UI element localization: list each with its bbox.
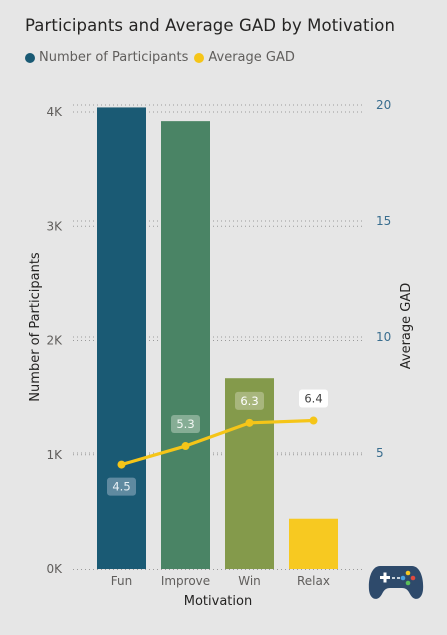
bar-win — [225, 378, 274, 569]
x-tick-label-relax: Relax — [297, 574, 330, 588]
data-label-fun: 4.5 — [112, 480, 130, 494]
y-tick-label-4K: 4K — [46, 105, 63, 119]
data-label-box-improve — [171, 415, 200, 434]
bar-relax — [289, 518, 338, 569]
bar-improve — [161, 121, 210, 569]
legend-label-gad: Average GAD — [208, 50, 295, 65]
point-gad-improve — [181, 442, 190, 451]
y2-tick-label-10: 10 — [376, 330, 391, 344]
y-axis-title: Number of Participants — [28, 252, 43, 402]
point-gad-win — [245, 418, 254, 427]
data-label-relax: 6.4 — [304, 392, 322, 406]
legend-item-gad[interactable]: Average GAD — [194, 50, 295, 65]
gamepad-icon — [368, 566, 424, 599]
legend-item-participants[interactable]: Number of Participants — [25, 50, 188, 65]
x-tick-label-win: Win — [238, 574, 261, 588]
y2-tick-label-15: 15 — [376, 214, 391, 228]
data-label-win: 6.3 — [240, 394, 258, 408]
y-tick-label-1K: 1K — [46, 448, 63, 462]
bar-fun — [97, 107, 146, 570]
x-tick-label-fun: Fun — [111, 574, 132, 588]
point-gad-relax — [309, 416, 318, 425]
x-tick-label-improve: Improve — [161, 574, 210, 588]
legend-label-participants: Number of Participants — [39, 50, 189, 65]
data-label-box-win — [235, 391, 264, 410]
legend-swatch-gad — [194, 52, 205, 63]
y-tick-label-3K: 3K — [46, 219, 63, 233]
y2-axis-title: Average GAD — [399, 283, 414, 370]
y2-tick-label-20: 20 — [376, 98, 391, 112]
y2-tick-label-5: 5 — [376, 446, 384, 460]
legend-swatch-participants — [25, 52, 35, 63]
data-label-improve: 5.3 — [176, 417, 194, 431]
y-tick-label-2K: 2K — [46, 334, 63, 348]
x-axis-title: Motivation — [184, 594, 252, 609]
line-average-gad — [119, 418, 316, 467]
legend: Number of Participants Average GAD — [25, 50, 301, 65]
data-label-box-fun — [107, 477, 136, 496]
chart-title: Participants and Average GAD by Motivati… — [25, 16, 396, 35]
data-label-box-relax — [299, 389, 328, 408]
y-tick-label-0K: 0K — [46, 562, 63, 576]
point-gad-fun — [117, 460, 126, 469]
